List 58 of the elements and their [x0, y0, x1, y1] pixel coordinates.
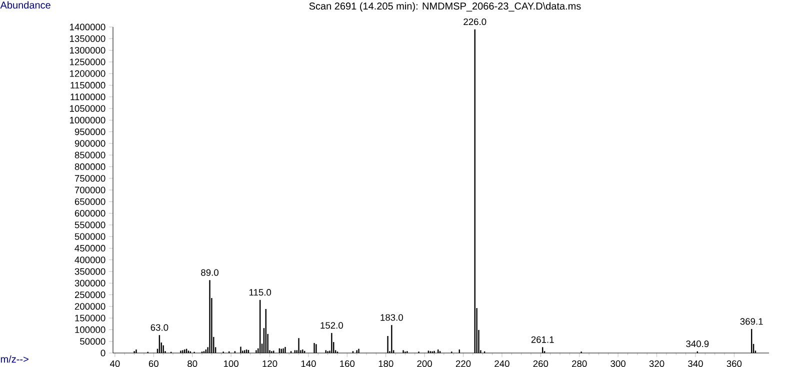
annotation: 115.0 [249, 289, 272, 296]
annotation: 226.0 [464, 18, 486, 26]
x-tick-label: 220 [456, 360, 471, 367]
annotation: 63.0 [150, 324, 168, 331]
x-tick-label: 360 [726, 360, 742, 367]
annotation: 340.9 [686, 340, 709, 348]
y-tick-label: 1350000 [70, 35, 106, 42]
y-tick-label: 900000 [74, 140, 106, 147]
annotation: 369.1 [740, 318, 763, 325]
y-tick-label: 200000 [74, 303, 106, 310]
y-tick-label: 100000 [75, 326, 106, 334]
y-tick-label: 400000 [74, 256, 106, 264]
y-tick-label: 550000 [74, 222, 106, 228]
y-tick-label: 750000 [74, 175, 106, 182]
chart-title: Scan 2691 (14.205 min): NMDMSP_2066-23_CAY.D\data.ms [309, 2, 581, 12]
annotation: 183.0 [380, 314, 403, 321]
y-axis-title: Abundance [0, 1, 50, 9]
y-tick-label: 850000 [74, 152, 106, 158]
y-tick-label: 450000 [74, 244, 106, 252]
y-tick-label: 1000000 [70, 116, 106, 124]
y-tick-label: 1300000 [70, 46, 106, 54]
y-tick-label: 300000 [74, 280, 106, 286]
annotation: 152.0 [320, 322, 343, 329]
y-tick-label: 1200000 [70, 70, 106, 77]
x-tick-label: 100 [224, 360, 238, 367]
x-tick-label: 320 [649, 360, 664, 367]
y-tick-label: 600000 [74, 210, 106, 217]
y-tick-label: 1250000 [70, 58, 106, 66]
x-tick-label: 120 [262, 360, 278, 367]
x-tick-label: 180 [378, 360, 394, 367]
y-tick-label: 950000 [74, 128, 106, 136]
x-tick-label: 160 [340, 360, 355, 367]
annotation: 261.1 [531, 336, 554, 343]
x-tick-label: 240 [494, 360, 510, 367]
x-tick-label: 140 [301, 360, 316, 367]
y-tick-label: 500000 [74, 233, 106, 240]
y-tick-label: 1050000 [70, 105, 106, 112]
x-tick-label: 60 [148, 360, 158, 367]
y-tick-label: 1400000 [70, 24, 106, 30]
y-tick-label: 350000 [74, 268, 106, 275]
y-tick-label: 1100000 [70, 94, 106, 100]
x-tick-label: 260 [533, 360, 548, 367]
y-tick-label: 800000 [74, 163, 106, 170]
y-tick-label: 1150000 [70, 82, 106, 89]
y-tick-label: 0 [100, 350, 106, 356]
x-tick-label: 340 [688, 360, 703, 367]
y-tick-label: 250000 [74, 291, 106, 298]
y-tick-label: 700000 [74, 186, 106, 194]
x-tick-label: 200 [417, 360, 432, 367]
y-tick-label: 650000 [74, 198, 106, 205]
y-tick-label: 150000 [75, 314, 106, 322]
x-tick-label: 280 [572, 360, 587, 367]
y-tick-label: 50000 [80, 338, 106, 345]
x-tick-label: 80 [188, 360, 198, 367]
x-tick-label: 300 [610, 360, 626, 367]
annotation: 89.0 [201, 269, 218, 276]
x-axis-title: m/z--> [0, 355, 28, 363]
x-tick-label: 40 [110, 360, 120, 367]
